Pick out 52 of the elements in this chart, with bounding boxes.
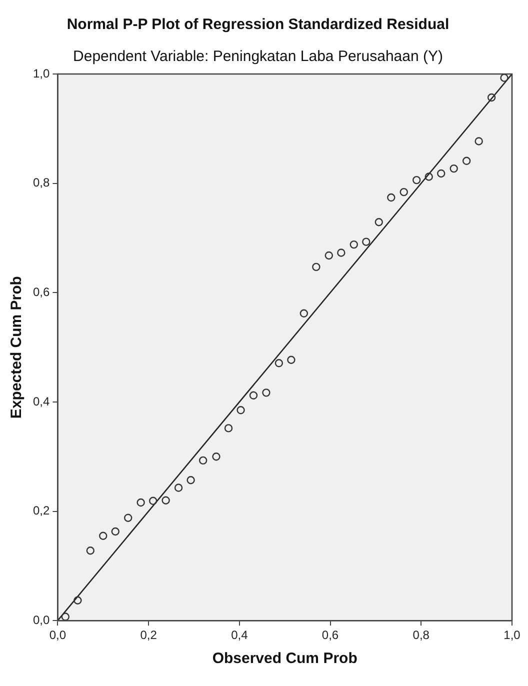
point	[162, 496, 170, 504]
y-tick-label: 0,4	[32, 394, 50, 408]
point	[362, 238, 370, 246]
chart-title: Normal P-P Plot of Regression Standardized Residual	[66, 16, 450, 34]
point	[400, 188, 408, 196]
point	[412, 176, 421, 184]
point	[500, 74, 508, 82]
point	[212, 452, 220, 461]
point	[148, 496, 158, 505]
point	[236, 406, 245, 414]
chart-subtitle: Dependent Variable: Peningkatan Laba Perusahaan (Y)	[73, 48, 443, 66]
point	[374, 218, 383, 226]
point	[249, 391, 258, 400]
x-tick-label: 0,0	[49, 628, 66, 642]
point	[437, 169, 446, 178]
x-tick-label: 1,0	[504, 628, 521, 642]
point	[450, 164, 458, 173]
x-axis-title: Observed Cum Prob	[212, 650, 358, 668]
x-tick-label: 0,8	[412, 628, 430, 642]
point	[474, 137, 483, 146]
y-tick-label: 1,0	[32, 66, 50, 80]
x-tick-label: 0,6	[322, 628, 339, 642]
point	[124, 514, 132, 522]
y-tick-label: 0,8	[32, 176, 50, 190]
point	[350, 240, 358, 249]
point	[387, 193, 396, 202]
point	[300, 309, 308, 318]
point	[99, 532, 108, 540]
point	[136, 498, 145, 507]
y-tick-label: 0,0	[32, 612, 50, 627]
point	[174, 484, 183, 492]
point	[274, 359, 284, 368]
point	[224, 424, 233, 432]
point	[61, 612, 70, 621]
point	[198, 456, 208, 465]
point	[287, 356, 296, 364]
point	[487, 93, 496, 102]
point	[324, 251, 334, 260]
point	[312, 262, 320, 272]
x-tick-label: 0,4	[231, 628, 248, 642]
y-axis-title: Expected Cum Prob	[8, 276, 26, 419]
x-tick-label: 0,2	[140, 628, 158, 642]
point	[74, 596, 82, 604]
point	[424, 172, 433, 181]
point	[262, 388, 270, 397]
point	[462, 156, 471, 166]
point	[186, 476, 195, 484]
point	[86, 546, 94, 555]
point	[337, 248, 346, 257]
y-tick-label: 0,6	[32, 284, 50, 299]
point	[111, 527, 120, 536]
y-tick-label: 0,2	[32, 504, 50, 518]
